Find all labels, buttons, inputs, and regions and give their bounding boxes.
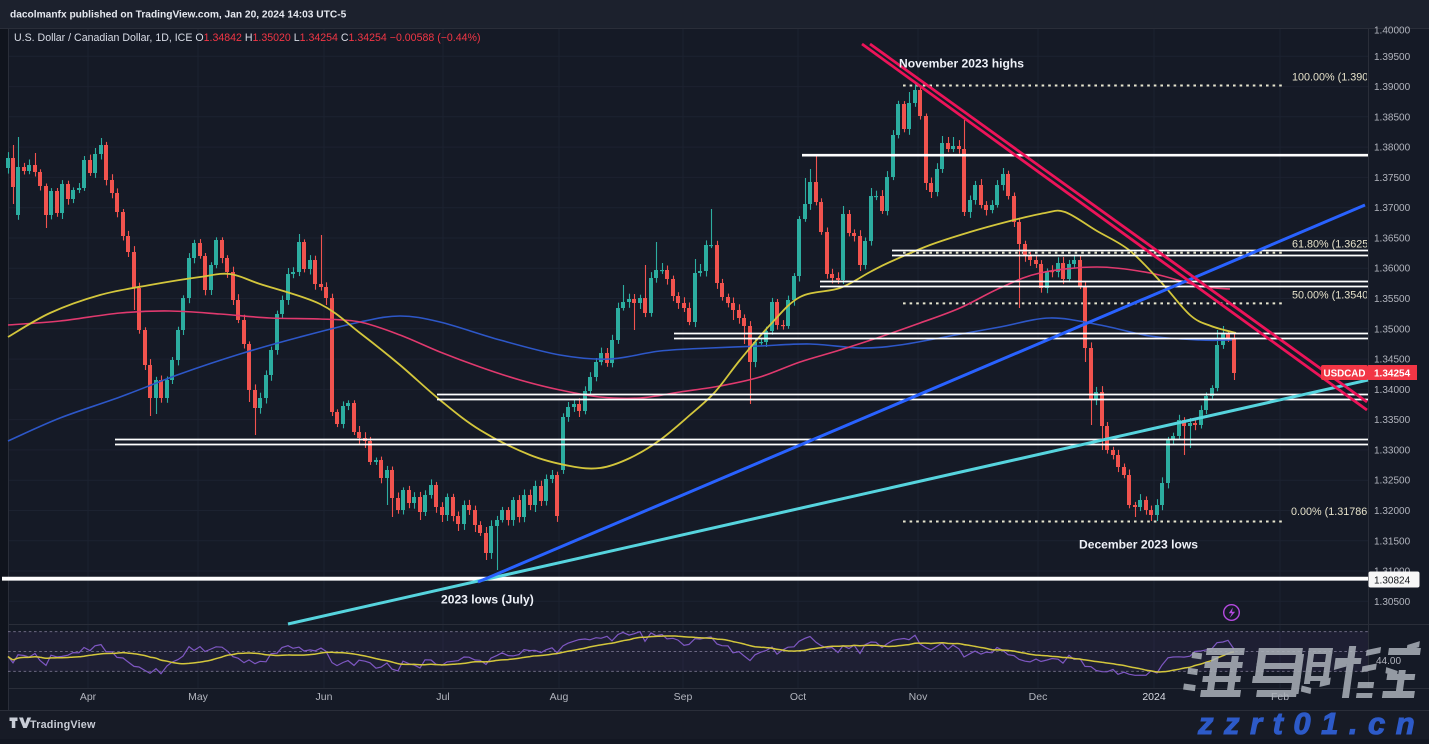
svg-text:1.33000: 1.33000 — [1374, 445, 1411, 456]
svg-text:0.00% (1.31786): 0.00% (1.31786) — [1291, 506, 1371, 518]
svg-text:1.37000: 1.37000 — [1374, 203, 1411, 214]
svg-text:1.38500: 1.38500 — [1374, 112, 1411, 123]
svg-text:1.30500: 1.30500 — [1374, 597, 1411, 608]
svg-text:1.31500: 1.31500 — [1374, 536, 1411, 547]
svg-text:2024: 2024 — [1142, 691, 1166, 703]
svg-text:44.00: 44.00 — [1376, 656, 1401, 667]
svg-text:zzrt01.cn: zzrt01.cn — [1197, 706, 1425, 739]
svg-text:1.30824: 1.30824 — [1374, 576, 1411, 587]
svg-text:1.32000: 1.32000 — [1374, 506, 1411, 517]
svg-text:1.38000: 1.38000 — [1374, 143, 1411, 154]
svg-text:1.34500: 1.34500 — [1374, 355, 1411, 366]
svg-text:1.39000: 1.39000 — [1374, 82, 1411, 93]
svg-text:December 2023 lows: December 2023 lows — [1079, 538, 1198, 552]
svg-text:1.34254: 1.34254 — [1374, 369, 1411, 380]
svg-text:Jul: Jul — [436, 691, 449, 703]
svg-text:Apr: Apr — [80, 691, 97, 703]
svg-text:Jun: Jun — [316, 691, 333, 703]
svg-text:1.32500: 1.32500 — [1374, 476, 1411, 487]
svg-text:1.35500: 1.35500 — [1374, 294, 1411, 305]
svg-text:May: May — [188, 691, 209, 703]
svg-text:61.80% (1.36257): 61.80% (1.36257) — [1292, 239, 1378, 251]
svg-text:50.00% (1.35403): 50.00% (1.35403) — [1292, 290, 1378, 302]
svg-text:1.36000: 1.36000 — [1374, 264, 1411, 275]
svg-text:1.33500: 1.33500 — [1374, 415, 1411, 426]
svg-text:November 2023 highs: November 2023 highs — [899, 57, 1024, 71]
svg-text:100.00% (1.39021): 100.00% (1.39021) — [1292, 72, 1384, 84]
svg-text:2023 lows (July): 2023 lows (July) — [441, 593, 534, 607]
svg-text:Aug: Aug — [550, 691, 569, 703]
svg-text:1.35000: 1.35000 — [1374, 324, 1411, 335]
svg-text:U.S. Dollar / Canadian Dollar,: U.S. Dollar / Canadian Dollar, 1D, ICE O… — [14, 32, 480, 44]
svg-text:Nov: Nov — [909, 691, 928, 703]
svg-text:TradingView: TradingView — [30, 719, 96, 731]
svg-text:1.37500: 1.37500 — [1374, 173, 1411, 184]
svg-text:1.40000: 1.40000 — [1374, 26, 1411, 37]
svg-text:1.39500: 1.39500 — [1374, 52, 1411, 63]
svg-text:Dec: Dec — [1029, 691, 1048, 703]
svg-text:dacolmanfx published on Tradin: dacolmanfx published on TradingView.com,… — [10, 10, 347, 21]
svg-text:USDCAD: USDCAD — [1324, 368, 1366, 379]
svg-text:Oct: Oct — [790, 691, 806, 703]
svg-text:Sep: Sep — [674, 691, 693, 703]
svg-text:1.34000: 1.34000 — [1374, 385, 1411, 396]
svg-text:1.36500: 1.36500 — [1374, 234, 1411, 245]
